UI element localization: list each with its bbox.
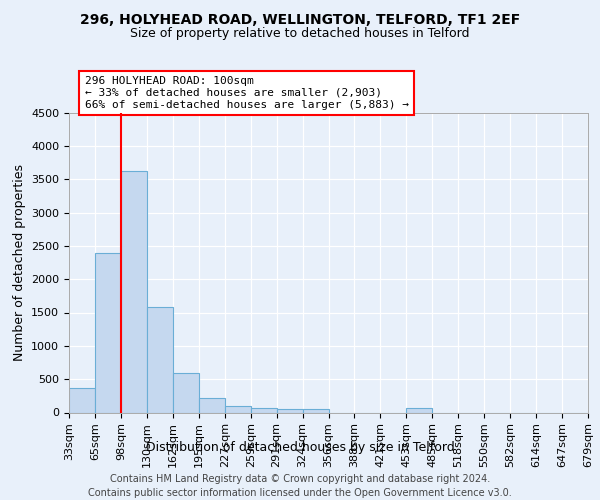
- Y-axis label: Number of detached properties: Number of detached properties: [13, 164, 26, 361]
- Bar: [199, 398, 224, 412]
- Bar: [302, 409, 329, 412]
- Text: Contains HM Land Registry data © Crown copyright and database right 2024.
Contai: Contains HM Land Registry data © Crown c…: [88, 474, 512, 498]
- Text: 296, HOLYHEAD ROAD, WELLINGTON, TELFORD, TF1 2EF: 296, HOLYHEAD ROAD, WELLINGTON, TELFORD,…: [80, 12, 520, 26]
- Bar: [277, 409, 302, 412]
- Bar: [147, 307, 173, 412]
- Bar: [251, 408, 277, 412]
- Bar: [173, 373, 199, 412]
- Bar: [69, 388, 95, 412]
- Bar: [121, 171, 147, 412]
- Bar: [406, 408, 432, 412]
- Bar: [95, 252, 121, 412]
- Text: Distribution of detached houses by size in Telford: Distribution of detached houses by size …: [146, 441, 454, 454]
- Bar: [225, 406, 251, 412]
- Text: 296 HOLYHEAD ROAD: 100sqm
← 33% of detached houses are smaller (2,903)
66% of se: 296 HOLYHEAD ROAD: 100sqm ← 33% of detac…: [85, 76, 409, 110]
- Text: Size of property relative to detached houses in Telford: Size of property relative to detached ho…: [130, 28, 470, 40]
